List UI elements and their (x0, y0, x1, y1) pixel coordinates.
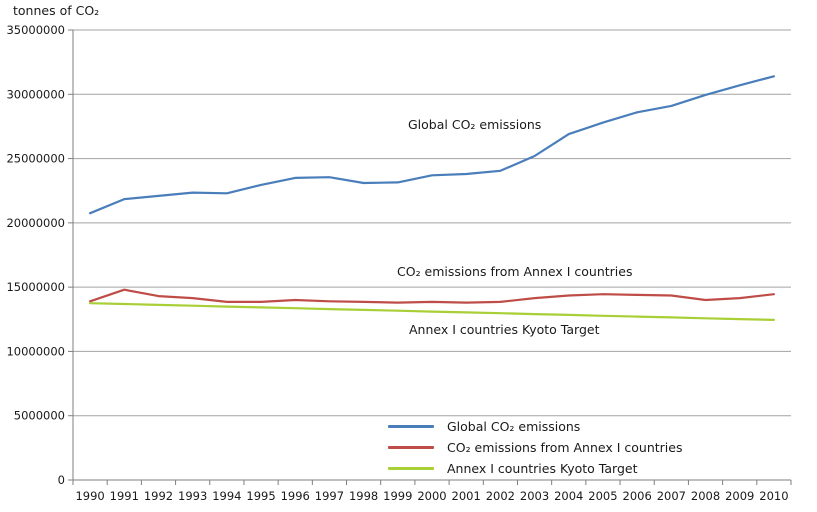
x-tick-label: 1991 (110, 489, 139, 503)
legend-item-global: Global CO₂ emissions (388, 416, 683, 437)
x-tick-label: 2007 (657, 489, 686, 503)
x-tick-label: 1990 (75, 489, 104, 503)
series-line (88, 75, 776, 215)
y-tick-label: 25000000 (6, 152, 65, 166)
x-tick-label: 2000 (417, 489, 446, 503)
legend-line-swatch-annex1 (388, 446, 434, 449)
legend-label-global: Global CO₂ emissions (447, 419, 581, 434)
y-tick-label: 35000000 (6, 23, 65, 37)
legend-label-annex1: CO₂ emissions from Annex I countries (447, 440, 683, 455)
legend-label-kyoto: Annex I countries Kyoto Target (447, 461, 638, 476)
y-tick-label: 20000000 (6, 216, 65, 230)
x-tick-label: 1999 (383, 489, 412, 503)
x-tick-label: 1997 (315, 489, 344, 503)
legend-line-swatch-global (388, 425, 434, 428)
x-tick-label: 2003 (520, 489, 549, 503)
x-tick-label: 2006 (623, 489, 652, 503)
x-tick-label: 1994 (212, 489, 241, 503)
legend-item-annex1: CO₂ emissions from Annex I countries (388, 437, 683, 458)
x-tick-label: 2009 (725, 489, 754, 503)
y-tick-label: 15000000 (6, 280, 65, 294)
x-tick-label: 1996 (281, 489, 310, 503)
legend-item-kyoto: Annex I countries Kyoto Target (388, 458, 683, 479)
y-tick-label: 5000000 (14, 409, 65, 423)
series-line (88, 288, 776, 304)
y-tick-label: 0 (58, 473, 65, 487)
x-tick-label: 2001 (452, 489, 481, 503)
x-tick-label: 2008 (691, 489, 720, 503)
chart-legend: Global CO₂ emissions CO₂ emissions from … (388, 416, 683, 479)
series-line (88, 302, 776, 321)
x-tick-label: 1993 (178, 489, 207, 503)
annotation-kyoto-target: Annex I countries Kyoto Target (409, 322, 600, 337)
x-tick-label: 1995 (246, 489, 275, 503)
annotation-global-emissions: Global CO₂ emissions (408, 117, 542, 132)
x-tick-label: 1998 (349, 489, 378, 503)
x-tick-label: 2005 (588, 489, 617, 503)
y-tick-label: 10000000 (6, 344, 65, 358)
y-tick-label: 30000000 (6, 87, 65, 101)
x-tick-label: 2010 (759, 489, 788, 503)
annotation-annex1-emissions: CO₂ emissions from Annex I countries (397, 264, 633, 279)
y-axis-title: tonnes of CO₂ (13, 3, 100, 18)
legend-line-swatch-kyoto (388, 467, 434, 470)
x-tick-label: 2004 (554, 489, 583, 503)
x-tick-label: 2002 (486, 489, 515, 503)
x-tick-label: 1992 (144, 489, 173, 503)
